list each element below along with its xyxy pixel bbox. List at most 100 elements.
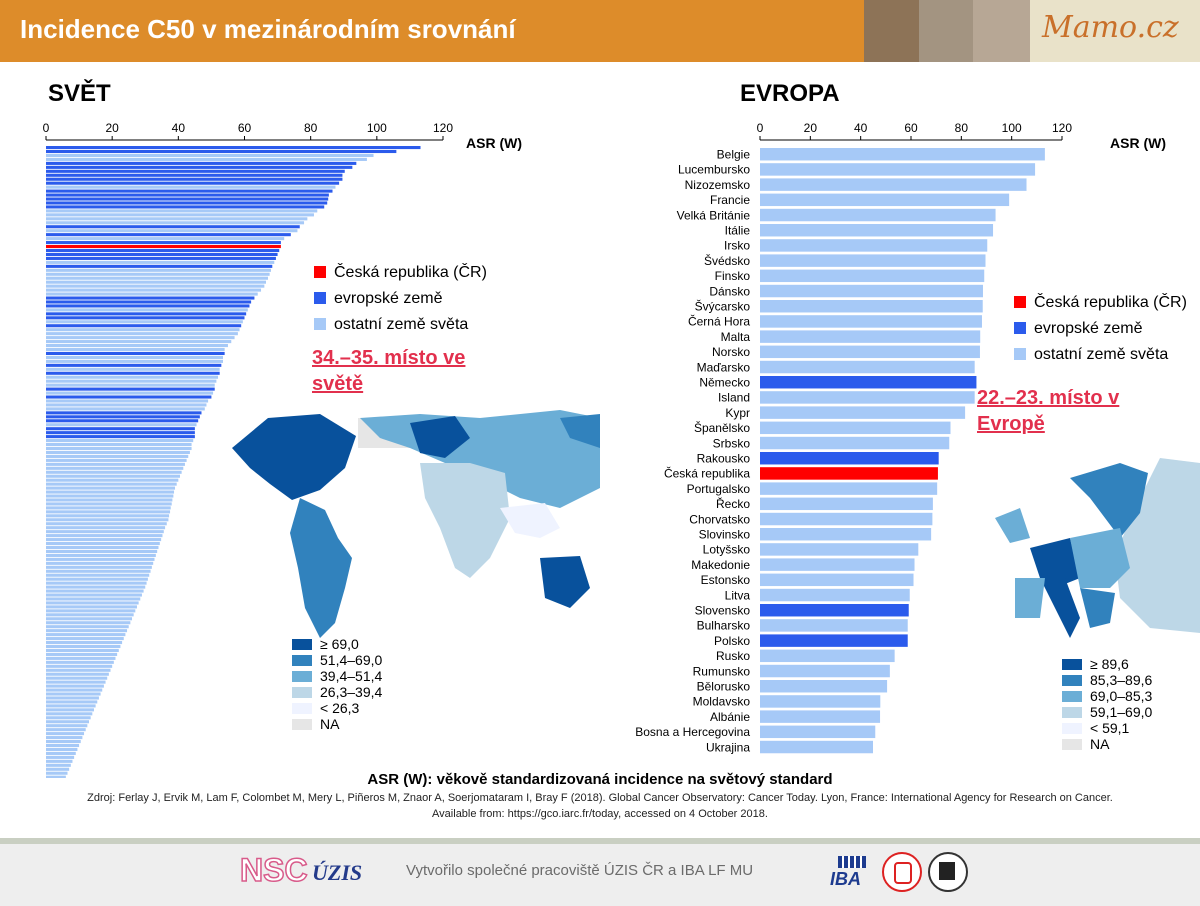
map-legend-label: ≥ 89,6 [1090,656,1129,672]
map-legend-swatch [292,671,312,682]
bar [46,245,281,249]
bar [46,146,421,150]
bar [46,466,184,470]
bar [46,514,170,518]
bar [46,153,374,158]
iba-logo[interactable]: IBA [830,856,870,889]
bar [46,538,162,542]
bar [46,557,155,561]
bar [46,593,142,597]
bar [46,609,136,613]
x-tick-label: 0 [43,121,50,135]
bar [760,452,939,465]
mamo-logo-box [1030,0,1200,62]
bar [760,710,881,723]
bar [760,254,986,267]
bar [46,324,242,328]
bar [46,692,101,696]
bar [46,280,267,284]
bar [46,704,96,708]
category-label: Rusko [716,649,750,663]
bar [46,213,314,217]
bar [46,474,180,478]
x-tick-label: 20 [804,121,818,135]
category-label: Makedonie [691,558,750,572]
bar [46,641,123,645]
map-legend-label: 39,4–51,4 [320,668,382,684]
map-legend-label: NA [1090,736,1110,752]
bar [46,241,281,245]
map-legend-swatch [1062,723,1082,734]
bar [46,597,141,601]
bar [760,467,938,480]
map-legend-label: 51,4–69,0 [320,652,382,668]
bar [46,743,80,748]
bar [760,148,1045,161]
university-seal-icon[interactable] [882,852,922,892]
bar [46,411,202,415]
bar [46,522,167,526]
x-tick-label: 100 [1002,121,1022,135]
bar [46,201,328,205]
x-tick-label: 40 [854,121,868,135]
bar [46,724,88,728]
bar [46,617,133,621]
bar [760,391,975,404]
bar [46,534,163,538]
bar [46,553,156,557]
bar [46,157,367,161]
bar [46,510,171,514]
bar [46,233,291,237]
map-legend-swatch [1062,675,1082,686]
nsc-logo[interactable]: NSC [239,851,308,889]
map-legend-label: 59,1–69,0 [1090,704,1152,720]
bar [46,668,111,672]
map-legend-label: 85,3–89,6 [1090,672,1152,688]
bar [46,415,200,419]
bar [46,320,243,324]
bar [46,660,114,664]
category-label: Bosna a Hercegovina [635,725,750,739]
world-title: SVĚT [48,80,111,107]
bar [46,359,223,363]
bar [46,736,83,740]
bar [46,272,270,276]
bar [760,239,988,252]
bar [46,688,103,692]
bar [46,462,185,466]
asr-caption: ASR (W): věkově standardizovaná incidenc… [367,771,833,788]
bar [760,604,909,617]
x-tick-label: 80 [955,121,969,135]
world-chart: 0 20 40 60 80 100 120 ASR (W) Česká republika (Č… [43,121,600,778]
map-legend-swatch [292,703,312,714]
bar [46,399,209,403]
masaryk-university-seal-icon[interactable] [928,852,968,892]
bar [46,205,325,209]
bar [46,454,189,458]
category-label: Řecko [716,496,750,511]
bar [46,407,205,411]
mamo-logo[interactable]: Mamo.cz [1042,10,1179,45]
bar [46,237,285,241]
uzis-logo[interactable]: ÚZIS [312,860,363,885]
bar [46,217,308,221]
bar [46,498,173,502]
rank-text: 34.–35. místo ve [312,347,465,369]
bar [46,716,91,720]
bar [46,470,182,474]
category-label: Maďarsko [697,360,751,374]
bar [46,165,353,169]
bar [46,450,190,455]
map-legend-label: < 59,1 [1090,720,1130,736]
category-label: Dánsko [709,284,750,298]
legend-swatch [1014,296,1026,308]
bar [46,395,212,399]
legend-label: ostatní země světa [1034,346,1168,363]
bar [46,561,154,565]
bar [46,435,195,439]
bar [46,355,223,359]
bar [46,427,195,431]
bar [760,619,908,632]
x-tick-label: 120 [433,121,453,135]
bar [46,256,276,260]
